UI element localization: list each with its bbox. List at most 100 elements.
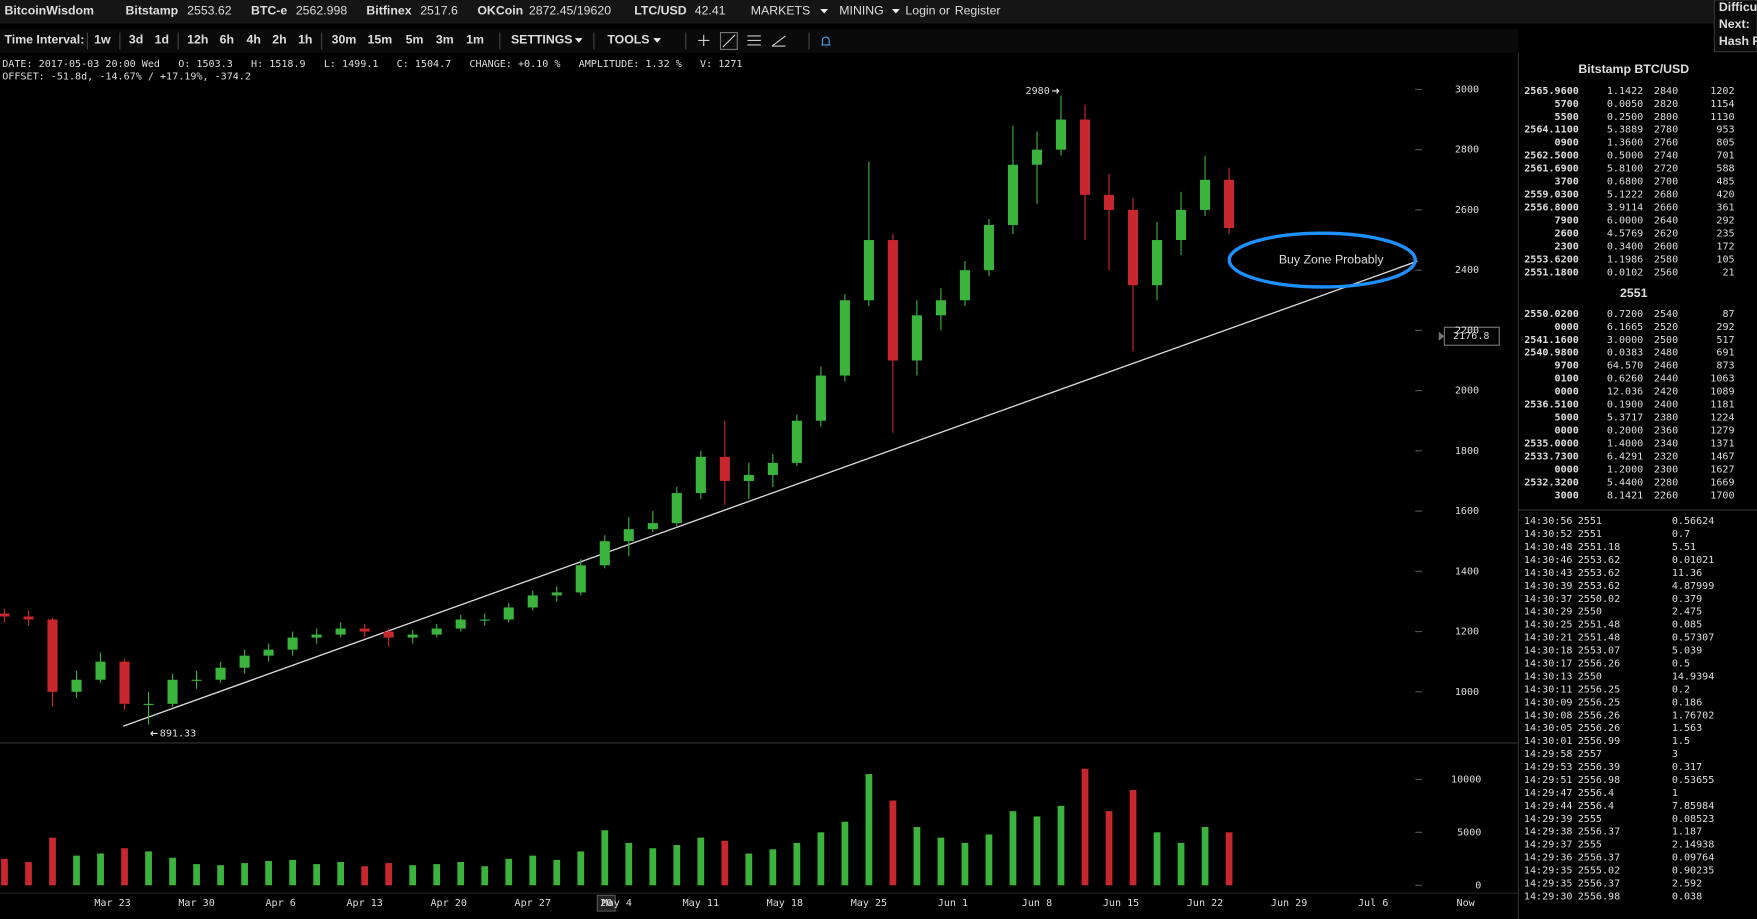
book-depth-price: 2260 [1654, 490, 1678, 501]
y-tick-label: 2800 [1455, 145, 1479, 156]
candle-body [215, 667, 226, 680]
trade-price: 2556.4 [1578, 801, 1614, 812]
x-tick-label: Jun 29 [1271, 898, 1307, 909]
book-amount: 1.1986 [1607, 254, 1643, 265]
interval-button[interactable]: 1h [298, 33, 312, 47]
brand[interactable]: BitcoinWisdom [4, 4, 94, 18]
book-depth-price: 2620 [1654, 228, 1678, 239]
interval-button[interactable]: 3d [129, 33, 143, 47]
interval-button[interactable]: 15m [368, 33, 393, 47]
volume-bar [49, 837, 56, 886]
interval-button[interactable]: 1m [466, 33, 484, 47]
candle-body [887, 240, 898, 361]
book-depth-price: 2840 [1654, 86, 1678, 97]
market-name[interactable]: OKCoin [477, 4, 523, 18]
book-amount: 1.2000 [1607, 464, 1643, 475]
candle-body [1200, 179, 1211, 210]
y-tick-label: 2600 [1455, 205, 1479, 216]
candle-body [1007, 164, 1019, 225]
interval-button[interactable]: 12h [187, 33, 208, 47]
candle-body [575, 565, 586, 593]
market-name[interactable]: Bitfinex [366, 4, 411, 18]
x-tick-label: Apr 27 [515, 898, 551, 909]
trade-time: 14:29:38 [1524, 827, 1573, 838]
menu-caret [574, 38, 583, 43]
login-link[interactable]: Login [905, 4, 935, 18]
trade-time: 14:29:53 [1524, 762, 1573, 773]
interval-button[interactable]: 6h [220, 33, 234, 47]
book-depth-price: 2300 [1654, 464, 1678, 475]
interval-button[interactable]: 1w [94, 33, 111, 47]
or-text: or [939, 4, 950, 18]
interval-button[interactable]: 5m [406, 33, 424, 47]
book-depth-total: 1627 [1710, 464, 1734, 475]
register-link[interactable]: Register [955, 4, 1001, 18]
trade-amount: 0.379 [1672, 594, 1702, 605]
last-price: 2551 [1620, 286, 1648, 300]
book-depth-price: 2360 [1654, 426, 1678, 437]
trade-price: 2556.37 [1578, 853, 1620, 864]
trade-price: 2556.98 [1578, 775, 1620, 786]
settings-menu[interactable]: SETTINGS [511, 33, 573, 47]
book-amount: 0.0050 [1607, 99, 1643, 110]
volume-bar [145, 851, 152, 886]
volume-tick-label: 0 [1475, 880, 1481, 891]
volume-bar [937, 837, 945, 886]
menu[interactable]: MARKETS [751, 4, 811, 18]
trade-time: 14:30:21 [1524, 633, 1573, 644]
candle-body [815, 375, 826, 421]
trade-amount: 0.01021 [1672, 555, 1714, 566]
buy-zone-note: Buy Zone Probably [1279, 252, 1385, 266]
volume-tick-label: 10000 [1451, 774, 1481, 785]
volume-bar [913, 827, 921, 886]
interval-button[interactable]: 3m [436, 33, 454, 47]
volume-bar [889, 800, 897, 886]
trade-time: 14:30:46 [1524, 555, 1573, 566]
interval-button[interactable]: 2h [272, 33, 286, 47]
volume-bar [217, 865, 224, 886]
book-depth-price: 2500 [1654, 335, 1678, 346]
market-name[interactable]: BTC-e [251, 4, 287, 18]
trade-time: 14:29:35 [1524, 879, 1573, 890]
candle-body [551, 592, 562, 596]
book-price: 2533.7300 [1524, 451, 1579, 462]
candle-body [1224, 179, 1235, 228]
tool-icons[interactable] [698, 32, 831, 50]
menu-caret [653, 38, 662, 43]
market-name[interactable]: Bitstamp [125, 4, 178, 18]
interval-label: Time Interval: [4, 33, 84, 47]
candle-body [167, 679, 178, 704]
interval-button[interactable]: 30m [332, 33, 357, 47]
trade-price: 2555 [1578, 814, 1602, 825]
book-price: 2536.5100 [1524, 400, 1579, 411]
trade-time: 14:30:01 [1524, 736, 1573, 747]
candle-body [311, 634, 322, 638]
trade-price: 2556.99 [1578, 736, 1620, 747]
crosshair-price: 2176.8 [1453, 331, 1489, 342]
menu[interactable]: MINING [839, 4, 883, 18]
trade-price: 2556.26 [1578, 658, 1620, 669]
trade-time: 14:29:39 [1524, 814, 1573, 825]
trade-price: 2551.18 [1578, 542, 1620, 553]
interval-button[interactable]: 1d [155, 33, 169, 47]
trade-time: 14:30:43 [1524, 568, 1573, 579]
interval-button[interactable]: 4h [247, 33, 261, 47]
trade-time: 14:30:09 [1524, 697, 1573, 708]
trade-time: 14:29:36 [1524, 853, 1573, 864]
candle-body [431, 628, 442, 635]
menu-caret [820, 9, 829, 14]
y-tick-label: 1600 [1455, 506, 1479, 517]
high-arrow [1052, 88, 1060, 94]
market-name[interactable]: LTC/USD [634, 4, 687, 18]
candle-body [23, 616, 34, 620]
book-amount: 0.1900 [1607, 400, 1643, 411]
trade-time: 14:29:44 [1524, 801, 1573, 812]
trade-price: 2553.62 [1578, 581, 1620, 592]
book-depth-total: 691 [1716, 348, 1734, 359]
trade-amount: 4.87999 [1672, 581, 1714, 592]
tools-menu[interactable]: TOOLS [607, 33, 649, 47]
volume-bar [625, 842, 633, 886]
candle-body [1151, 240, 1163, 286]
volume-bar [457, 861, 465, 886]
